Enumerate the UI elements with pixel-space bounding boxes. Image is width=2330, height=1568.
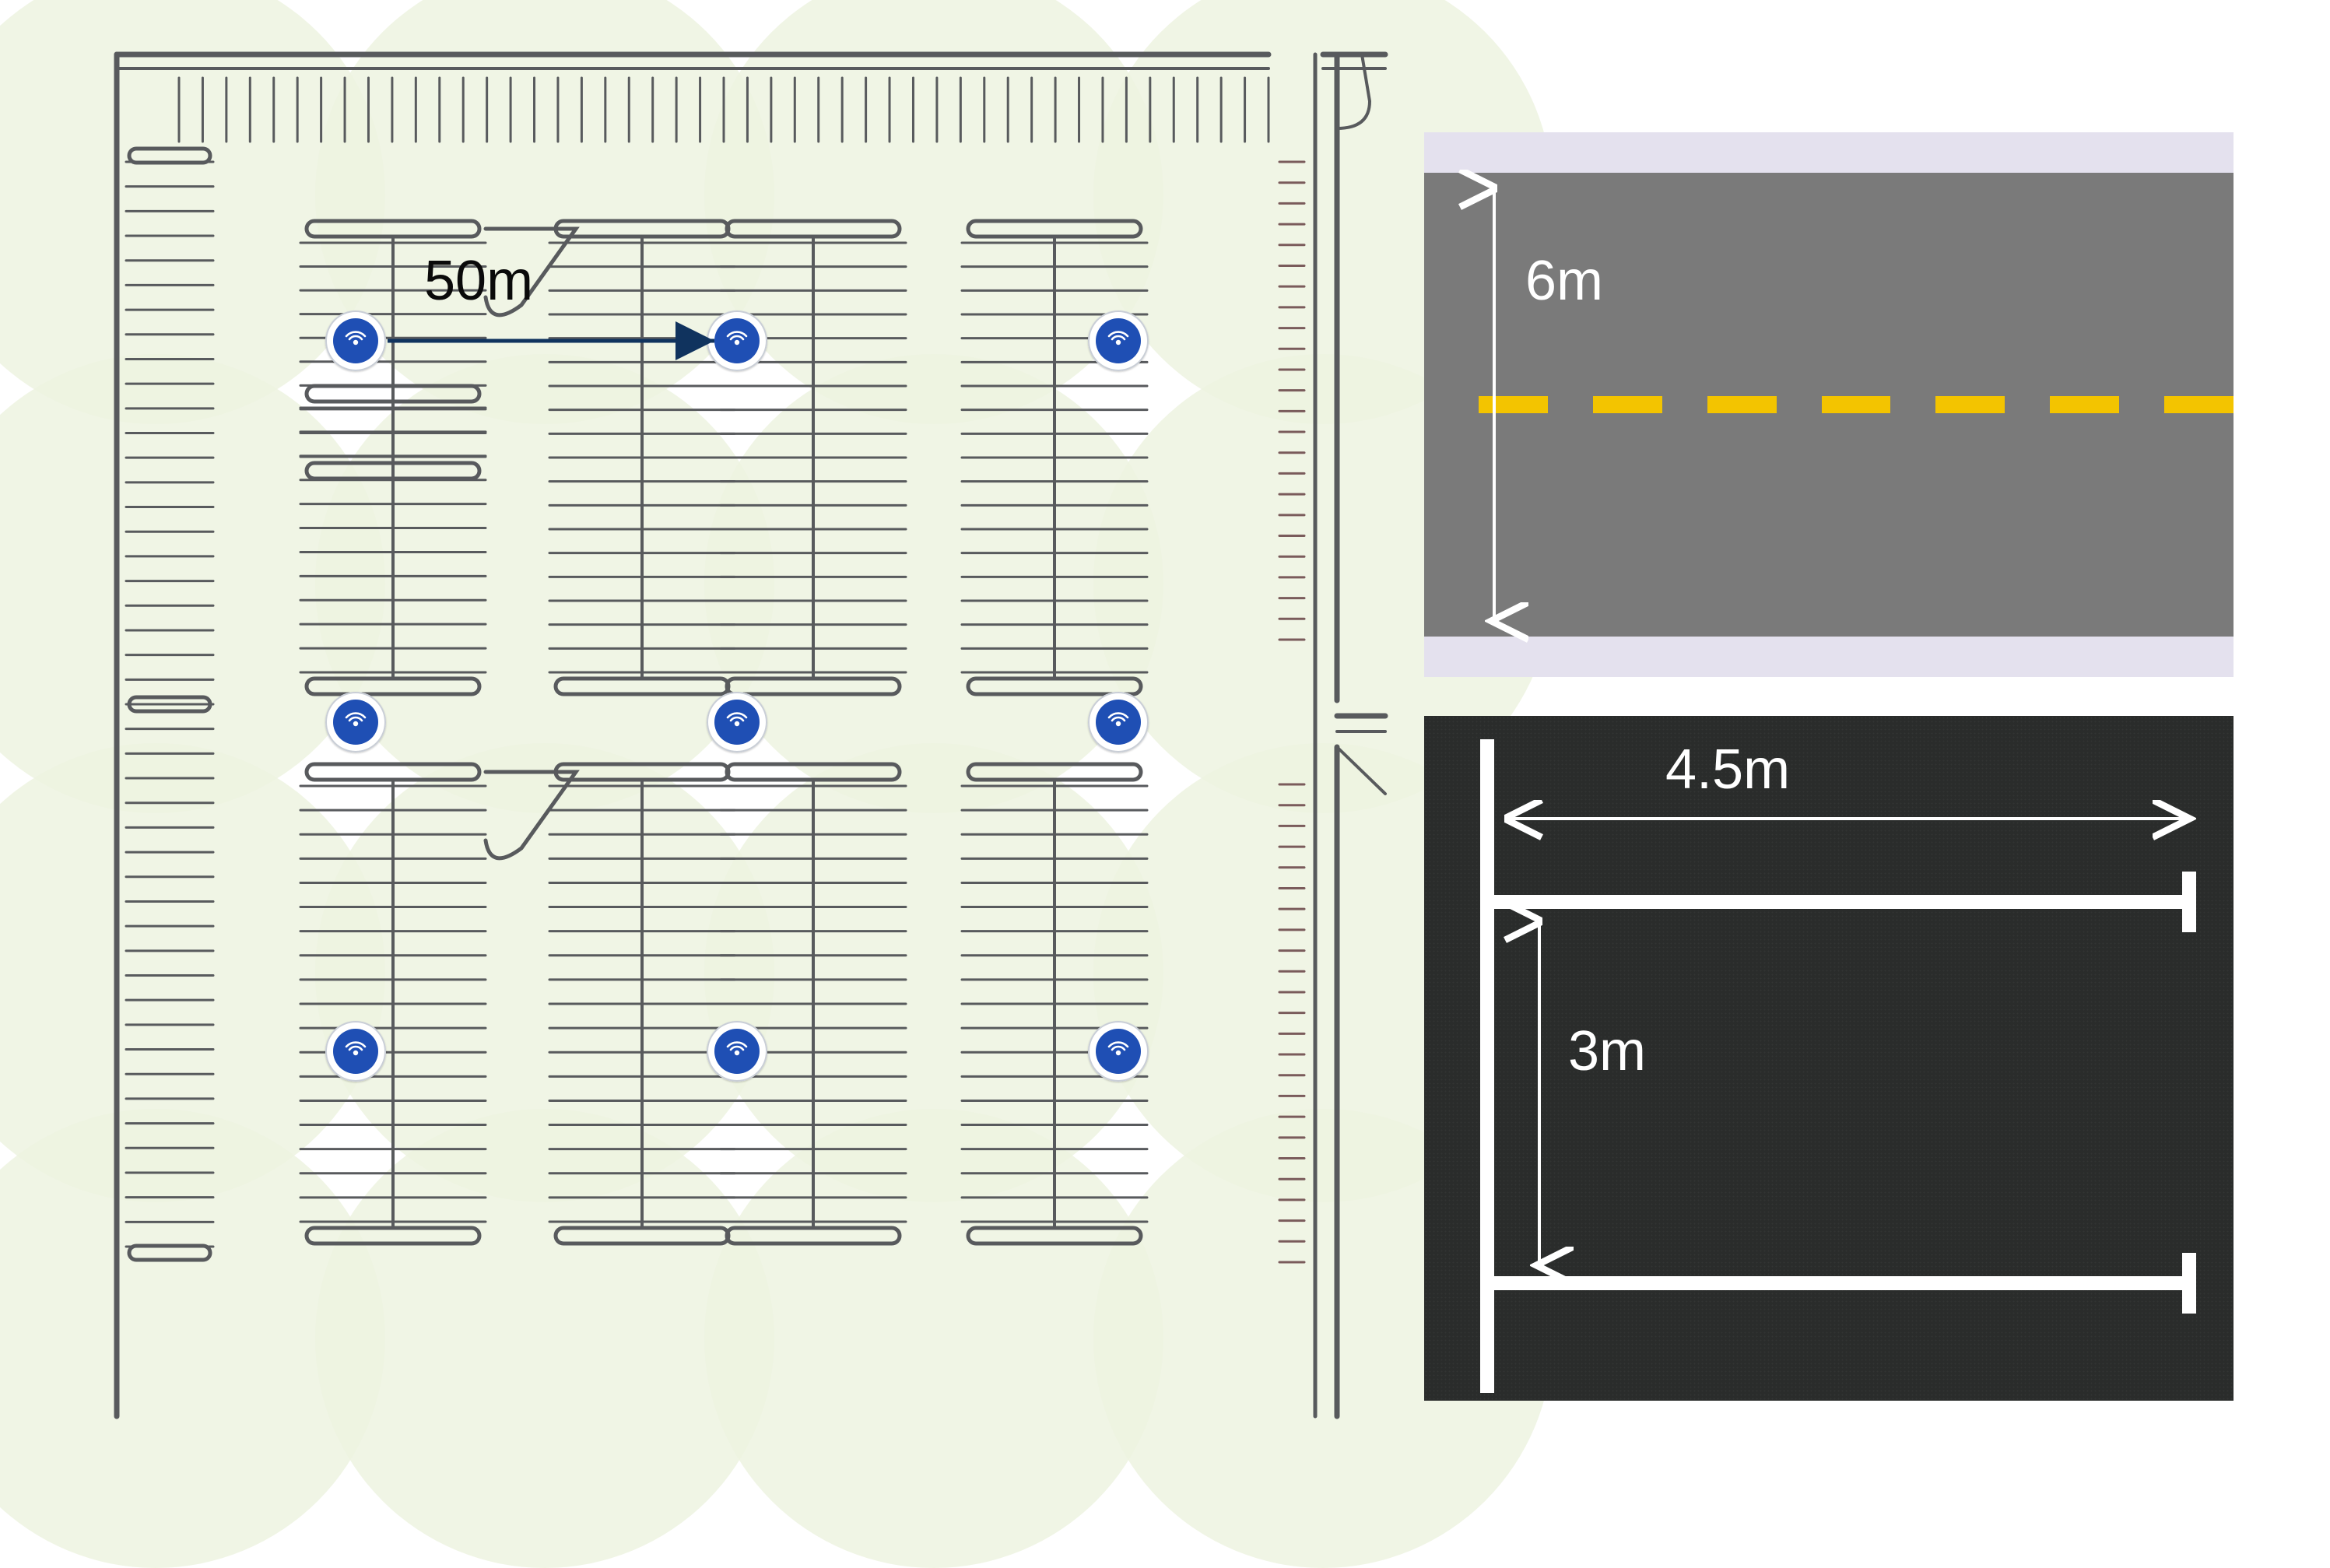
- road-dash: [1707, 396, 1777, 413]
- parking-space-line-bottom: [1480, 1276, 2196, 1290]
- parking-double-row: [957, 219, 1152, 696]
- parking-double-row: [716, 219, 911, 696]
- parking-edge-row: [1276, 148, 1307, 654]
- parking-space-line-top: [1480, 895, 2196, 909]
- sidewalk-top: [1424, 132, 2234, 173]
- parking-double-row: [545, 219, 739, 696]
- beacon-spacing-label: 50m: [424, 249, 533, 313]
- parking-double-row: [545, 763, 739, 1245]
- road-dash: [1593, 396, 1662, 413]
- road-surface: [1424, 173, 2234, 637]
- road-dash: [1935, 396, 2005, 413]
- beacon-icon: [707, 692, 767, 752]
- road-width-diagram: 6m: [1424, 132, 2234, 677]
- space-width-label: 4.5m: [1665, 738, 1790, 802]
- beacon-icon: [325, 1021, 386, 1082]
- parking-space-diagram: 4.5m 3m: [1424, 716, 2234, 1401]
- parking-edge-row: [123, 148, 216, 1261]
- space-depth-arrow: [1524, 912, 1555, 1279]
- road-center-line: [1424, 396, 2234, 413]
- parking-double-row: [296, 384, 490, 696]
- parking-edge-row: [171, 75, 1276, 145]
- beacon-icon: [1088, 692, 1149, 752]
- beacon-icon: [1088, 310, 1149, 371]
- space-width-arrow: [1498, 803, 2196, 838]
- parking-space-line-bcap: [2182, 1253, 2196, 1314]
- figure-root: 50m: [0, 0, 2330, 1461]
- beacon-icon: [325, 692, 386, 752]
- parking-double-row: [716, 763, 911, 1245]
- road-dash: [2050, 396, 2119, 413]
- parking-edge-row: [1276, 770, 1307, 1276]
- road-width-arrow: [1479, 179, 1510, 634]
- detail-panels: 6m: [1424, 0, 2330, 1461]
- parking-lot-map: 50m: [0, 0, 1424, 1461]
- beacon-icon: [1088, 1021, 1149, 1082]
- parking-space-line-left: [1480, 739, 1494, 1393]
- beacon-icon: [707, 1021, 767, 1082]
- sidewalk-bottom: [1424, 637, 2234, 677]
- parking-double-row: [957, 763, 1152, 1245]
- parking-double-row: [296, 763, 490, 1245]
- space-depth-label: 3m: [1568, 1019, 1646, 1083]
- beacon-icon: [325, 310, 386, 371]
- road-width-label: 6m: [1525, 249, 1603, 313]
- road-dash: [2164, 396, 2234, 413]
- road-dash: [1822, 396, 1891, 413]
- parking-space-line-tcap: [2182, 872, 2196, 932]
